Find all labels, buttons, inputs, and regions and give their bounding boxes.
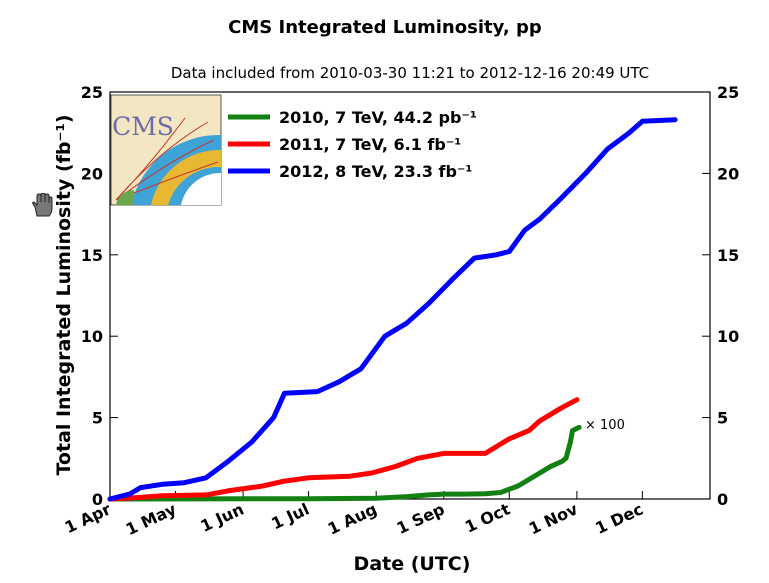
- series-lines: [107, 117, 678, 502]
- y-tick-label-left: 15: [81, 246, 103, 265]
- series-line-0: [107, 424, 582, 502]
- series-line-2: [107, 117, 678, 502]
- y-axis-right: 0 5 10 15 20 25: [702, 83, 739, 509]
- x-tick-label: 1 Aug: [325, 499, 380, 538]
- cms-logo: CMS: [110, 94, 222, 206]
- x-axis-label: Date (UTC): [354, 553, 471, 575]
- hand-cursor-icon: [32, 193, 53, 217]
- y-axis-label: Total Integrated Luminosity (fb⁻¹): [53, 114, 75, 475]
- legend-label-2011: 2011, 7 TeV, 6.1 fb⁻¹: [279, 135, 461, 154]
- y-tick-label-left: 20: [81, 164, 103, 183]
- y-tick-label-right: 10: [717, 327, 739, 346]
- y-tick-label-left: 0: [92, 490, 103, 509]
- x-tick-label: 1 Jul: [268, 499, 312, 533]
- legend-label-2010: 2010, 7 TeV, 44.2 pb⁻¹: [279, 108, 477, 127]
- x-tick-label: 1 Dec: [592, 499, 646, 537]
- y-tick-label-right: 15: [717, 246, 739, 265]
- x-tick-label: 1 May: [123, 499, 180, 539]
- y-tick-label-right: 20: [717, 164, 739, 183]
- plot-area: [109, 91, 711, 500]
- y-tick-label-right: 5: [717, 409, 728, 428]
- y-tick-label-left: 5: [92, 409, 103, 428]
- x-tick-label: 1 Nov: [526, 499, 581, 538]
- scale-annotation: × 100: [585, 418, 625, 433]
- series-line-1: [107, 397, 580, 502]
- y-tick-label-right: 25: [717, 83, 739, 102]
- y-tick-label-right: 0: [717, 490, 728, 509]
- x-tick-label: 1 Oct: [462, 499, 513, 536]
- x-tick-label: 1 Sep: [394, 499, 448, 538]
- x-tick-label: 1 Jun: [198, 499, 247, 535]
- legend: 2010, 7 TeV, 44.2 pb⁻¹ 2011, 7 TeV, 6.1 …: [228, 108, 477, 181]
- y-tick-label-left: 25: [81, 83, 103, 102]
- y-axis-left: 0 5 10 15 20 25: [81, 83, 118, 509]
- chart-title: CMS Integrated Luminosity, pp: [228, 17, 542, 38]
- y-tick-label-left: 10: [81, 327, 103, 346]
- chart-subtitle: Data included from 2010-03-30 11:21 to 2…: [171, 64, 649, 82]
- cms-logo-text: CMS: [112, 112, 174, 141]
- x-tick-label: 1 Apr: [62, 499, 114, 537]
- legend-label-2012: 2012, 8 TeV, 23.3 fb⁻¹: [279, 162, 472, 181]
